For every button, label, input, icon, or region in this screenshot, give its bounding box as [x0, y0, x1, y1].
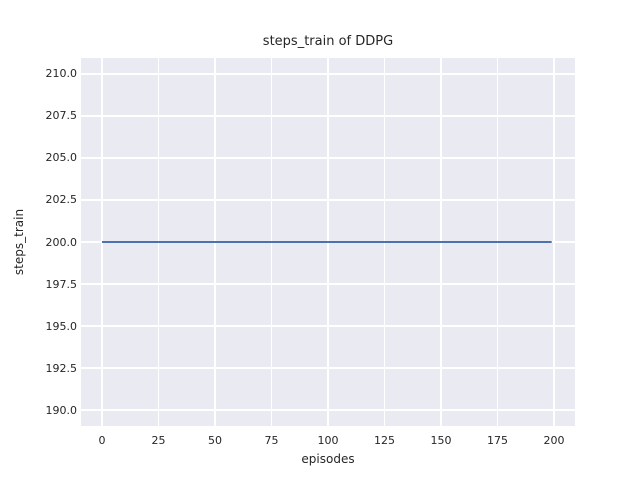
y-tick-label: 190.0	[45, 403, 78, 417]
x-tick-label: 175	[486, 434, 508, 447]
y-tick-label: 202.5	[45, 193, 78, 207]
y-tick-label: 210.0	[45, 67, 78, 81]
gridline-horizontal	[81, 409, 575, 411]
y-tick-label: 197.5	[45, 277, 78, 291]
y-tick-label: 205.0	[45, 151, 78, 165]
x-tick-label: 150	[430, 434, 452, 447]
x-tick-label: 125	[373, 434, 395, 447]
gridline-horizontal	[81, 73, 575, 75]
chart-title: steps_train of DDPG	[262, 34, 394, 49]
gridline-horizontal	[81, 367, 575, 369]
gridline-horizontal	[81, 157, 575, 159]
x-tick-label: 75	[264, 434, 279, 447]
x-tick-label: 50	[208, 434, 222, 447]
y-tick-label: 207.5	[45, 109, 78, 123]
gridline-horizontal	[81, 283, 575, 285]
x-tick-label: 25	[151, 434, 166, 447]
x-tick-label: 200	[543, 434, 565, 447]
y-tick-label: 195.0	[45, 319, 78, 333]
gridline-horizontal	[81, 325, 575, 327]
gridline-horizontal	[81, 199, 575, 201]
x-axis-label: episodes	[301, 452, 355, 466]
x-tick-label: 100	[317, 434, 339, 447]
gridline-horizontal	[81, 115, 575, 117]
series-layer	[102, 241, 552, 243]
y-tick-label: 192.5	[45, 361, 78, 375]
plot-area	[81, 58, 575, 426]
y-tick-label: 200.0	[45, 235, 78, 249]
x-tick-label: 0	[98, 434, 106, 447]
